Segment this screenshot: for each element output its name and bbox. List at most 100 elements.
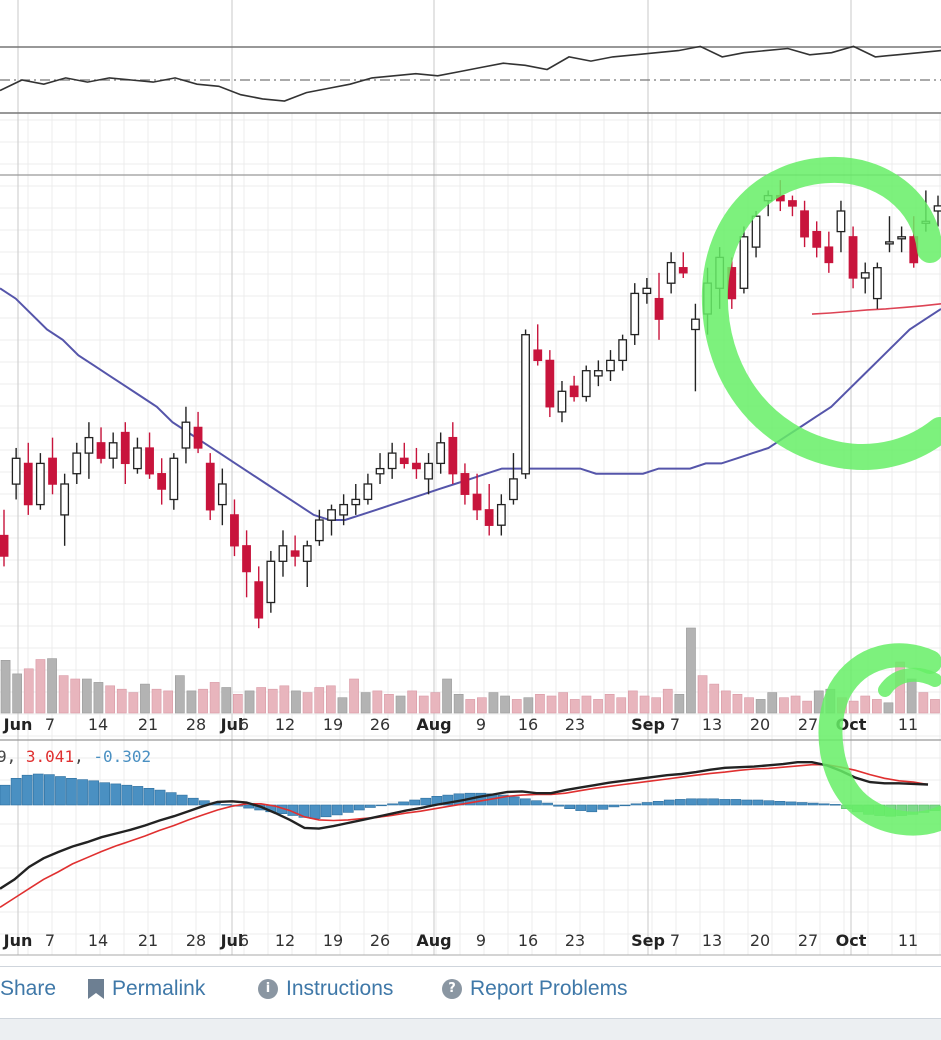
candle-body (545, 359, 555, 408)
x-tick-label: 11 (898, 715, 918, 734)
volume-bar (221, 687, 232, 714)
volume-bar (744, 697, 754, 714)
volume-bar (384, 693, 394, 714)
candle-body (860, 272, 870, 279)
macd-histogram-bar (641, 802, 653, 806)
candle-body (60, 483, 70, 516)
volume-bar (930, 699, 940, 714)
candle-body (35, 462, 45, 506)
volume-bar (279, 685, 290, 714)
candle-body (120, 431, 130, 465)
share-link[interactable]: Share (0, 977, 56, 1001)
volume-bar (372, 690, 383, 714)
volume-bar (639, 695, 650, 714)
candle-body (642, 287, 652, 295)
candle-body (436, 442, 446, 465)
permalink-link[interactable]: Permalink (88, 977, 205, 1001)
macd-histogram-bar (785, 801, 797, 806)
candle-body (193, 426, 203, 449)
candle-body (885, 241, 894, 245)
volume-bar (291, 690, 301, 714)
x-tick-label: Jun (3, 931, 33, 950)
candle-body (0, 534, 9, 557)
candle-body (169, 457, 179, 501)
x-tick-label: 19 (323, 715, 343, 734)
moving-averages (0, 287, 941, 521)
candle-body (254, 581, 264, 619)
x-tick-label: 16 (518, 931, 538, 950)
macd-histogram-bar (43, 774, 55, 806)
volume-bar (651, 697, 661, 714)
candle-body (290, 550, 300, 557)
macd-histogram-bar (542, 802, 553, 806)
macd-histogram-bar (697, 798, 708, 806)
x-tick-label: 21 (138, 715, 158, 734)
candle-body (72, 452, 82, 475)
candle-body (314, 519, 324, 542)
volume-bar (604, 693, 615, 714)
volume-bar (918, 692, 929, 714)
x-tick-label: 13 (702, 715, 722, 734)
volume-bar (198, 688, 208, 714)
x-tick-label: 23 (565, 931, 585, 950)
volume-bar (755, 699, 766, 714)
volume-bar (314, 687, 325, 714)
candle-body (48, 457, 57, 485)
info-icon: i (258, 979, 278, 999)
candle-body (618, 339, 628, 362)
macd-histogram-bar (55, 776, 66, 806)
macd-histogram-bar (575, 804, 587, 811)
x-tick-label: 21 (138, 931, 158, 950)
candle-body (739, 236, 749, 289)
x-tick-label: Jul (220, 715, 244, 734)
volume-bar (35, 659, 46, 714)
candle-body (678, 267, 688, 274)
x-tick-label: 20 (750, 931, 770, 950)
macd-panel: 9, 3.041, -0.302 (0, 747, 941, 908)
x-tick-label: Sep (631, 931, 665, 950)
macd-histogram-bar (531, 800, 542, 806)
candle-body (897, 236, 907, 240)
macd-histogram-bar (608, 804, 620, 808)
instructions-link[interactable]: i Instructions (258, 977, 393, 1001)
volume-bar (453, 693, 464, 714)
candle-body (521, 334, 530, 475)
volume-bar (802, 700, 812, 714)
macd-histogram-bar (475, 792, 487, 806)
x-tick-label: 7 (45, 715, 55, 734)
candle-body (363, 483, 373, 501)
bookmark-icon (88, 979, 104, 999)
x-tick-label: 13 (702, 931, 722, 950)
candle-body (399, 457, 409, 465)
volume-bar (209, 682, 220, 714)
volume-bar (581, 695, 592, 714)
volume-bar (430, 692, 441, 714)
macd-histogram-bar (508, 796, 520, 806)
volume-bar (175, 675, 185, 714)
volume-bar (418, 695, 429, 714)
macd-histogram-bar (553, 804, 564, 807)
report-problems-link[interactable]: ? Report Problems (442, 977, 628, 1001)
volume-bar (523, 697, 534, 714)
macd-histogram-bar (32, 773, 44, 806)
candle-body (266, 560, 276, 604)
macd-histogram-bar (221, 804, 232, 806)
macd-histogram-bar (652, 800, 664, 806)
macd-histogram-bar (586, 804, 598, 813)
volume-bar (860, 695, 871, 714)
x-tick-label: 28 (186, 715, 206, 734)
indicator-panel (0, 45, 941, 114)
candle-body (472, 493, 482, 511)
annotation-arrow (878, 667, 941, 697)
volume-bar (720, 690, 731, 714)
candle-body (788, 200, 797, 207)
macd-histogram-bar (719, 799, 730, 806)
volume-bar (871, 699, 882, 714)
candle-body (812, 230, 822, 248)
volume-bar (558, 692, 568, 714)
candle-body (375, 467, 385, 475)
candle-body (157, 473, 167, 490)
candle-body (327, 509, 336, 521)
candle-body (217, 483, 227, 506)
